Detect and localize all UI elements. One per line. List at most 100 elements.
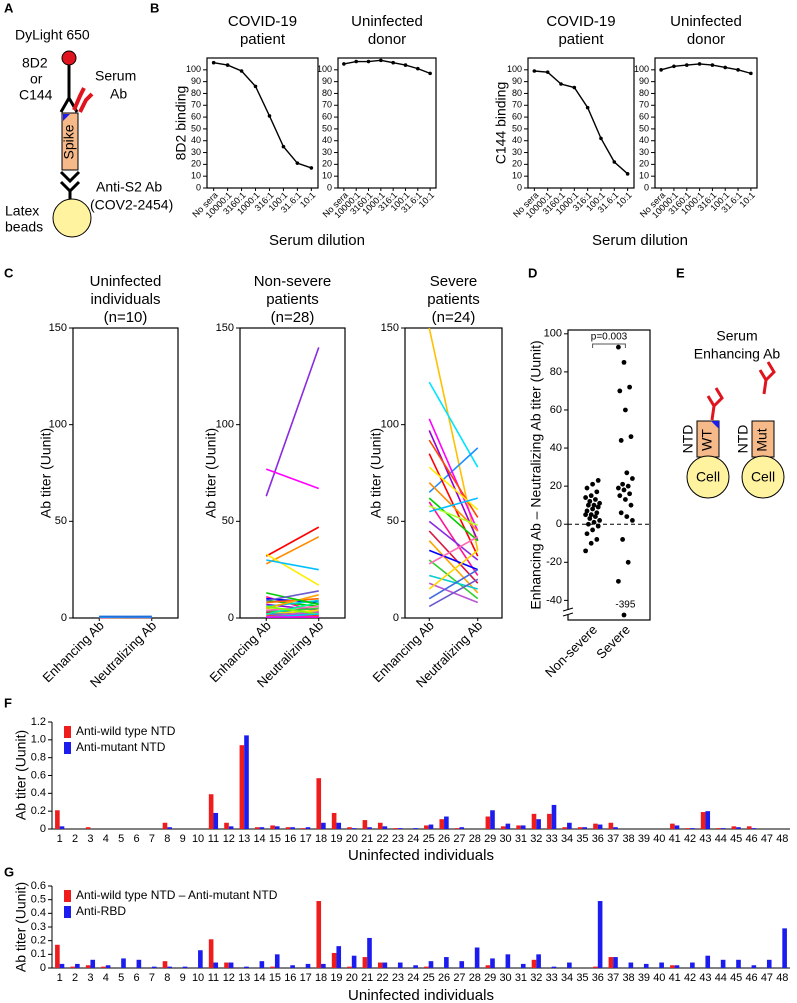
bar [244, 735, 249, 829]
point [749, 71, 753, 76]
bar [551, 966, 557, 968]
bar [520, 963, 526, 968]
y-tick-label: 90 [639, 76, 649, 86]
bar [474, 947, 480, 968]
y-tick-label: 0.3 [31, 921, 46, 933]
legend-label: Anti-mutant NTD [76, 740, 166, 754]
line [428, 568, 479, 600]
x-tick-label: 12 [223, 972, 235, 984]
x-tick-label: 47 [761, 972, 773, 984]
point [594, 489, 600, 495]
y-tick-label: 0.8 [31, 752, 46, 764]
y-axis-label: Ab titer (Uunit) [13, 882, 29, 972]
x-tick-label: 28 [469, 833, 481, 845]
x-tick-label: 23 [392, 972, 404, 984]
bar [239, 745, 245, 829]
x-tick-label: 41 [669, 972, 681, 984]
plot-frame [654, 57, 758, 189]
bar [782, 928, 787, 968]
line [428, 482, 479, 532]
point [586, 502, 591, 508]
point [624, 514, 630, 520]
panel-label: A [4, 0, 14, 15]
y-tick-label: 0 [228, 612, 234, 624]
bar [397, 962, 403, 968]
bar [316, 901, 322, 968]
cell [741, 455, 785, 499]
x-tick-label: 5 [118, 833, 124, 845]
serum-ab-label: Ab [110, 86, 127, 102]
point [616, 485, 621, 491]
x-axis-label: Uninfected individuals [348, 987, 494, 1003]
line [266, 597, 319, 604]
y-tick-label: 70 [191, 100, 201, 110]
panel-label: D [528, 265, 537, 280]
y-tick-label: 80 [550, 366, 562, 378]
bar [331, 812, 337, 829]
point [736, 68, 740, 72]
x-tick-label: 24 [407, 972, 419, 984]
y-tick-label: 80 [639, 88, 649, 98]
x-tick-label: 9 [180, 833, 186, 845]
point [672, 64, 676, 69]
line [428, 466, 479, 511]
bar [551, 804, 557, 829]
chart-title: patient [558, 31, 604, 48]
bar [347, 966, 352, 968]
y-tick-label: 10 [512, 171, 522, 181]
line [660, 63, 752, 75]
line [428, 381, 479, 468]
point [309, 166, 314, 170]
y-tick-label: 0 [644, 182, 649, 192]
bar [536, 819, 541, 829]
point [586, 521, 591, 527]
antibody-label: C144 [19, 87, 53, 103]
variant-label: Mut [754, 428, 770, 451]
point [620, 537, 625, 542]
y-tick-label: 0.1 [31, 948, 46, 960]
bar [182, 966, 188, 968]
bar [85, 827, 91, 829]
x-tick-label: Severe [593, 622, 633, 662]
bar [290, 965, 295, 968]
y-tick-label: 80 [191, 88, 201, 98]
y-tick-label: 50 [512, 123, 522, 133]
x-tick-label: 19 [330, 972, 342, 984]
y-tick-label: 20 [322, 159, 332, 169]
y-tick-label: 50 [639, 123, 649, 133]
chart-title: patients [266, 291, 319, 308]
line [265, 526, 320, 557]
bar [336, 946, 342, 968]
line [428, 549, 479, 590]
bar [198, 950, 203, 968]
bar [459, 961, 465, 968]
y-tick-label: 0 [327, 182, 332, 192]
y-tick-label: 90 [191, 76, 201, 86]
y-tick-label: 1.0 [31, 734, 46, 746]
point [697, 62, 702, 66]
point [621, 487, 627, 493]
y-axis-label: Ab titer (Uunit) [13, 730, 29, 820]
y-tick-label: 0.4 [31, 907, 46, 919]
bar [228, 826, 234, 829]
bar [766, 959, 772, 968]
y-tick-label: 0.2 [31, 805, 46, 817]
y-tick-label: 0.2 [31, 935, 46, 947]
bead-label: beads [5, 219, 43, 235]
x-tick-label: 38 [622, 833, 634, 845]
y-tick-label: 150 [216, 322, 234, 334]
panel-label: E [676, 265, 685, 280]
bar [562, 827, 568, 829]
x-tick-label: 38 [622, 972, 634, 984]
cell-label: Cell [751, 469, 775, 485]
line [534, 70, 629, 175]
point [590, 481, 595, 487]
y-tick-label: 70 [512, 100, 522, 110]
bar [582, 827, 588, 829]
legend-label: Anti-wild type NTD – Anti-mutant NTD [76, 888, 278, 902]
line [343, 59, 431, 75]
point [545, 70, 550, 74]
y-tick-label: 60 [639, 111, 649, 121]
y-tick-label: 50 [222, 515, 234, 527]
bar [720, 959, 726, 968]
